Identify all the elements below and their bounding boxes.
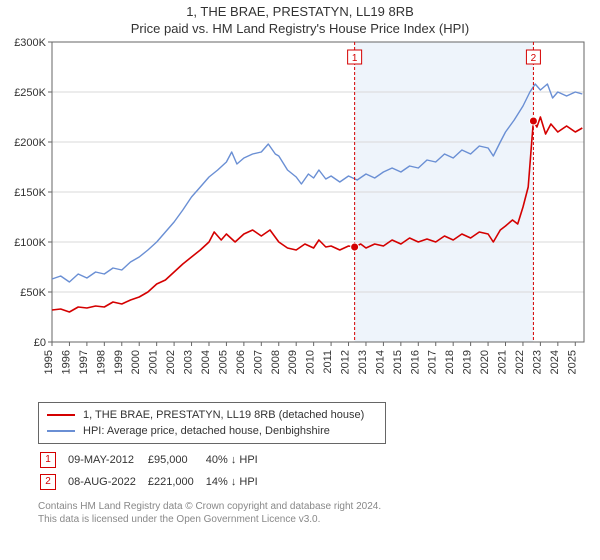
- svg-text:2002: 2002: [165, 350, 177, 374]
- svg-text:1995: 1995: [43, 350, 55, 374]
- marker-price: £221,000: [148, 472, 204, 492]
- page-title-line2: Price paid vs. HM Land Registry's House …: [0, 21, 600, 36]
- svg-text:£50K: £50K: [20, 287, 46, 299]
- legend-row: HPI: Average price, detached house, Denb…: [47, 423, 377, 439]
- svg-text:1996: 1996: [60, 350, 72, 374]
- svg-text:2013: 2013: [357, 350, 369, 374]
- legend-swatch: [47, 430, 75, 432]
- marker-chip: 1: [40, 452, 56, 468]
- page-title-line1: 1, THE BRAE, PRESTATYN, LL19 8RB: [0, 4, 600, 19]
- svg-text:1998: 1998: [95, 350, 107, 374]
- footer-line2: This data is licensed under the Open Gov…: [38, 513, 600, 526]
- svg-text:2: 2: [531, 53, 537, 64]
- svg-text:2005: 2005: [217, 350, 229, 374]
- marker-price: £95,000: [148, 450, 204, 470]
- svg-text:2011: 2011: [322, 350, 334, 374]
- svg-text:£0: £0: [34, 337, 46, 349]
- marker-vs-hpi: 14% ↓ HPI: [206, 472, 268, 492]
- svg-text:1: 1: [352, 53, 358, 64]
- svg-text:2000: 2000: [130, 350, 142, 374]
- legend: 1, THE BRAE, PRESTATYN, LL19 8RB (detach…: [38, 402, 386, 444]
- svg-text:2015: 2015: [392, 350, 404, 374]
- marker-chip-cell: 2: [40, 472, 66, 492]
- svg-text:2025: 2025: [566, 350, 578, 374]
- svg-text:2014: 2014: [374, 350, 386, 374]
- svg-text:£150K: £150K: [14, 187, 46, 199]
- svg-text:2007: 2007: [252, 350, 264, 374]
- price-chart: £0 £50K £100K £150K £200K £250K £300K 1995 1996 1…: [0, 36, 600, 396]
- marker-vs-hpi: 40% ↓ HPI: [206, 450, 268, 470]
- svg-text:2017: 2017: [427, 350, 439, 374]
- svg-text:2023: 2023: [531, 350, 543, 374]
- sale-marker-row: 2 08-AUG-2022£221,00014% ↓ HPI: [40, 472, 268, 492]
- svg-text:1999: 1999: [113, 350, 125, 374]
- marker-chip: 2: [40, 474, 56, 490]
- legend-label: 1, THE BRAE, PRESTATYN, LL19 8RB (detach…: [83, 409, 364, 421]
- marker-date: 09-MAY-2012: [68, 450, 146, 470]
- attribution-footer: Contains HM Land Registry data © Crown c…: [38, 500, 600, 526]
- marker-chip-cell: 1: [40, 450, 66, 470]
- legend-swatch: [47, 414, 75, 416]
- svg-text:2016: 2016: [409, 350, 421, 374]
- sale-markers-table: 1 09-MAY-2012£95,00040% ↓ HPI 2 08-AUG-2022…: [38, 448, 270, 494]
- svg-text:2021: 2021: [497, 350, 509, 374]
- svg-text:2018: 2018: [444, 350, 456, 374]
- svg-text:2020: 2020: [479, 350, 491, 374]
- svg-text:2009: 2009: [287, 350, 299, 374]
- svg-text:2004: 2004: [200, 350, 212, 374]
- svg-text:2024: 2024: [549, 350, 561, 374]
- legend-label: HPI: Average price, detached house, Denb…: [83, 425, 330, 437]
- svg-text:£200K: £200K: [14, 137, 46, 149]
- svg-text:1997: 1997: [78, 350, 90, 374]
- svg-text:£300K: £300K: [14, 37, 46, 49]
- svg-text:£250K: £250K: [14, 87, 46, 99]
- svg-text:2008: 2008: [270, 350, 282, 374]
- footer-line1: Contains HM Land Registry data © Crown c…: [38, 500, 600, 513]
- svg-text:2006: 2006: [235, 350, 247, 374]
- svg-text:2003: 2003: [183, 350, 195, 374]
- legend-row: 1, THE BRAE, PRESTATYN, LL19 8RB (detach…: [47, 407, 377, 423]
- sale-marker-row: 1 09-MAY-2012£95,00040% ↓ HPI: [40, 450, 268, 470]
- svg-text:2022: 2022: [514, 350, 526, 374]
- svg-text:2001: 2001: [148, 350, 160, 374]
- marker-date: 08-AUG-2022: [68, 472, 146, 492]
- svg-text:2012: 2012: [340, 350, 352, 374]
- svg-text:2019: 2019: [462, 350, 474, 374]
- svg-text:2010: 2010: [305, 350, 317, 374]
- svg-text:£100K: £100K: [14, 237, 46, 249]
